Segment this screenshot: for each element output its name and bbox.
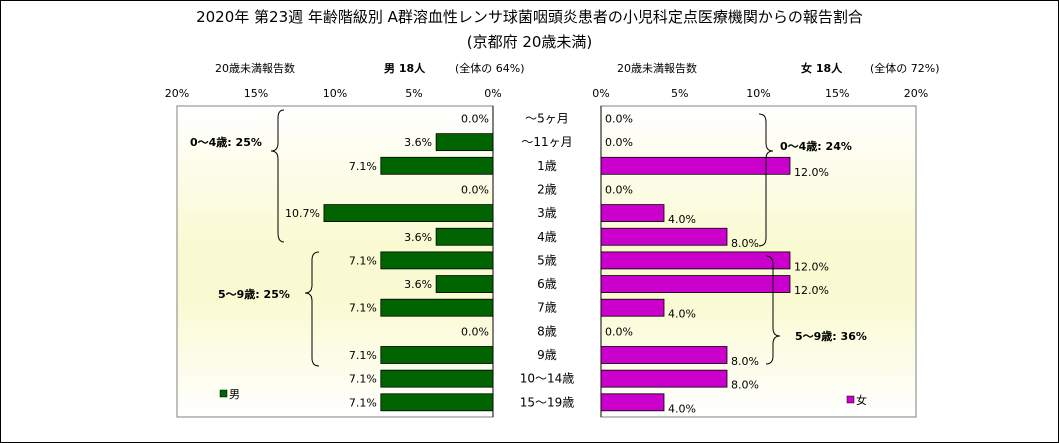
male-data-label: 7.1% — [349, 302, 377, 315]
female-bar — [600, 275, 791, 293]
male-axis-tick: 0% — [484, 87, 501, 100]
male-data-label: 7.1% — [349, 349, 377, 362]
category-label: 6歳 — [537, 277, 557, 291]
female-bar — [600, 298, 665, 317]
female-count-label: 20歳未満報告数 — [617, 62, 697, 75]
female-data-label: 0.0% — [605, 325, 633, 338]
male-data-label: 7.1% — [349, 254, 377, 267]
female-brace-5-9 — [765, 255, 781, 365]
female-axis-tick: 0% — [592, 87, 609, 100]
female-data-label: 0.0% — [605, 183, 633, 196]
female-bar — [600, 156, 791, 175]
female-bar — [600, 204, 665, 223]
male-bar — [380, 298, 494, 317]
female-data-label: 8.0% — [731, 379, 759, 392]
legend-female-label: 女 — [856, 393, 867, 407]
male-data-label: 0.0% — [461, 113, 489, 126]
male-sex-count: 男 18人 — [384, 62, 426, 75]
male-bar — [380, 251, 494, 270]
male-data-label: 0.0% — [461, 325, 489, 338]
category-label: ～11ヶ月 — [521, 135, 572, 149]
female-data-label: 0.0% — [605, 113, 633, 126]
male-bar — [435, 133, 494, 152]
legend-male-swatch — [219, 389, 228, 398]
male-data-label: 3.6% — [404, 278, 432, 291]
female-share: (全体の 72%) — [870, 62, 940, 75]
category-label: 8歳 — [537, 324, 557, 338]
male-data-label: 7.1% — [349, 373, 377, 386]
female-data-label: 12.0% — [794, 166, 829, 179]
chart-title: 2020年 第23週 年齢階級別 A群溶血性レンサ球菌咽頭炎患者の小児科定点医療… — [196, 8, 863, 26]
male-axis-tick: 15% — [244, 87, 268, 100]
female-sex-count: 女 18人 — [801, 62, 843, 75]
annotation-male-5-9: 5～9歳: 25% — [218, 287, 290, 301]
male-axis-tick: 5% — [405, 87, 422, 100]
category-label: ～5ヶ月 — [525, 112, 569, 126]
chart-subtitle: (京都府 20歳未満) — [466, 33, 593, 51]
male-data-label: 10.7% — [285, 207, 320, 220]
male-bar — [435, 227, 494, 246]
female-bar — [600, 227, 728, 246]
annotation-female-5-9: 5～9歳: 36% — [795, 329, 867, 343]
male-data-label: 3.6% — [404, 136, 432, 149]
male-bar — [323, 204, 494, 223]
legend-female-swatch — [846, 395, 855, 404]
female-axis-tick: 10% — [746, 87, 770, 100]
female-brace-0-4 — [758, 113, 774, 247]
female-data-label: 4.0% — [668, 402, 696, 415]
female-bar — [600, 369, 728, 388]
male-share: (全体の 64%) — [455, 62, 525, 75]
male-bar — [380, 393, 494, 412]
male-data-label: 0.0% — [461, 183, 489, 196]
category-label: 7歳 — [537, 301, 557, 315]
annotation-male-0-4: 0～4歳: 25% — [190, 135, 262, 149]
category-label: 4歳 — [537, 230, 557, 244]
female-data-label: 0.0% — [605, 136, 633, 149]
female-data-label: 4.0% — [668, 308, 696, 321]
female-bar — [600, 346, 728, 364]
female-data-label: 8.0% — [731, 237, 759, 250]
female-data-label: 8.0% — [731, 355, 759, 368]
male-bar — [380, 346, 494, 364]
category-label: 9歳 — [537, 348, 557, 362]
female-data-label: 12.0% — [794, 260, 829, 273]
female-axis-tick: 20% — [904, 87, 928, 100]
male-data-label: 3.6% — [404, 231, 432, 244]
category-label: 5歳 — [537, 253, 557, 267]
male-bar — [435, 275, 494, 293]
male-axis-tick: 10% — [323, 87, 347, 100]
female-axis-tick: 5% — [671, 87, 688, 100]
male-data-label: 7.1% — [349, 396, 377, 409]
male-count-label: 20歳未満報告数 — [215, 62, 295, 75]
male-data-label: 7.1% — [349, 160, 377, 173]
category-label: 2歳 — [537, 182, 557, 196]
male-brace-5-9 — [304, 251, 320, 367]
female-bar — [600, 393, 665, 412]
female-data-label: 12.0% — [794, 284, 829, 297]
category-label: 1歳 — [537, 159, 557, 173]
female-bar — [600, 251, 791, 270]
legend-male-label: 男 — [229, 388, 240, 401]
female-data-label: 4.0% — [668, 213, 696, 226]
male-axis-tick: 20% — [165, 87, 189, 100]
female-axis-tick: 15% — [825, 87, 849, 100]
category-label: 3歳 — [537, 206, 557, 220]
male-bar — [380, 156, 494, 175]
category-label: 15～19歳 — [520, 395, 575, 409]
category-label: 10～14歳 — [520, 372, 575, 386]
male-brace-0-4 — [270, 109, 285, 243]
male-bar — [380, 369, 494, 388]
annotation-female-0-4: 0～4歳: 24% — [780, 139, 852, 153]
